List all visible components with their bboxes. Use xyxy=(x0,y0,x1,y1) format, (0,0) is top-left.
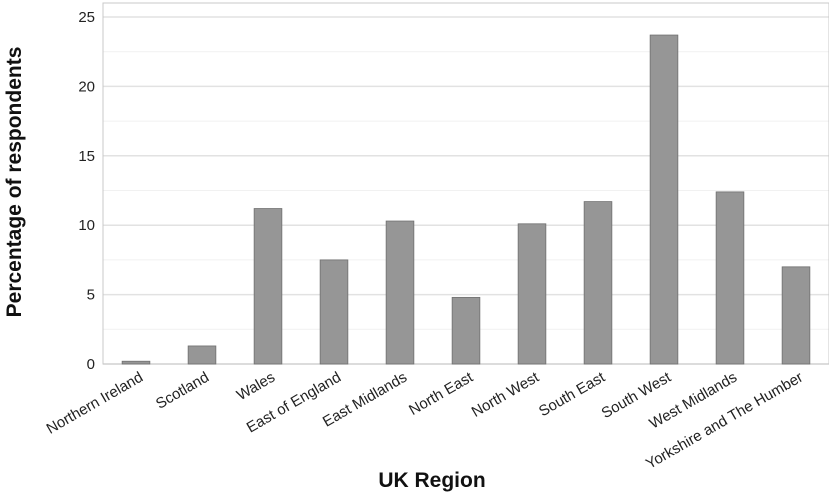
bar xyxy=(385,220,415,365)
y-tick-label: 25 xyxy=(78,9,95,26)
bar xyxy=(253,208,283,365)
y-tick-label: 5 xyxy=(87,287,95,304)
x-tick-label: Wales xyxy=(234,369,278,404)
y-tick-label: 0 xyxy=(87,356,95,373)
bar xyxy=(451,296,481,365)
y-tick-label: 20 xyxy=(78,78,95,95)
x-tick-label: North East xyxy=(406,368,477,419)
bar xyxy=(187,345,217,365)
x-tick-label: Northern Ireland xyxy=(44,369,146,438)
bar xyxy=(583,201,613,365)
bar xyxy=(715,191,745,365)
y-axis-title: Percentage of respondents xyxy=(3,47,26,318)
bar xyxy=(781,266,811,365)
bars xyxy=(121,34,811,365)
x-tick-label: South East xyxy=(536,368,609,420)
x-tick-label: North West xyxy=(469,368,543,421)
bar xyxy=(319,259,349,365)
x-axis-title: UK Region xyxy=(378,469,485,492)
bar xyxy=(121,360,151,365)
y-axis-ticks: 0 5 10 15 20 25 xyxy=(78,9,95,373)
bar xyxy=(649,34,679,365)
y-tick-label: 10 xyxy=(78,217,95,234)
bar xyxy=(517,223,547,365)
x-tick-label: Scotland xyxy=(153,369,212,413)
y-tick-label: 15 xyxy=(78,148,95,165)
